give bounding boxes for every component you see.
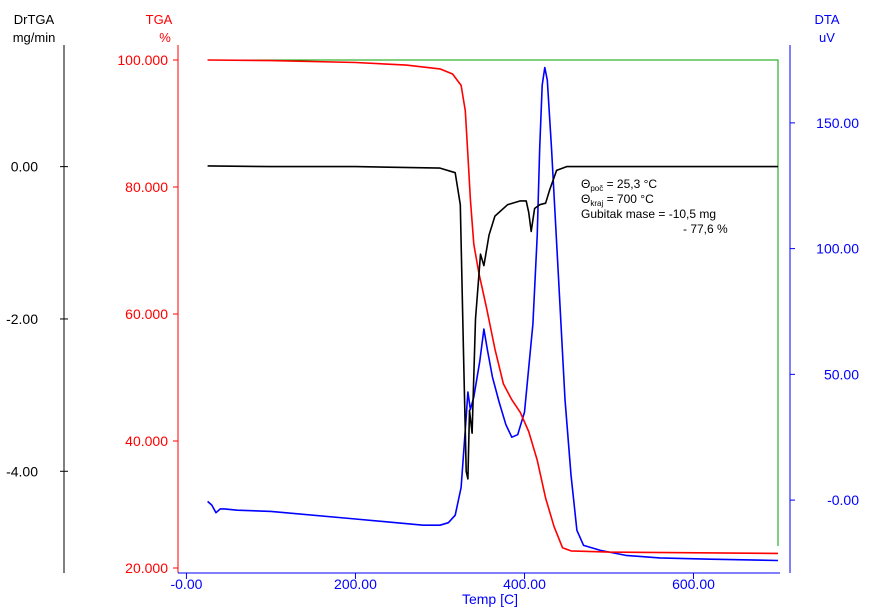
- annotation-line: Θkraj = 700 °C: [581, 192, 654, 208]
- tga-axis-unit: %: [159, 30, 171, 45]
- x-tick-label: 600.00: [672, 576, 715, 592]
- tga-tick-label: 40.000: [125, 433, 168, 449]
- tga-tick-label: 20.000: [125, 560, 168, 576]
- dta-axis-title: DTA: [814, 12, 839, 27]
- tga-tick-label: 80.000: [125, 179, 168, 195]
- series-layer: [207, 59, 779, 562]
- dta-tick-label: 50.00: [824, 366, 859, 382]
- dta-tick-label: 100.00: [816, 241, 859, 257]
- annotation-line: Gubitak mase = -10,5 mg: [581, 207, 716, 221]
- drtga-tick-label: -2.00: [6, 311, 38, 327]
- tga-series-line: [207, 59, 779, 555]
- dta-tick-label: -0.00: [827, 492, 859, 508]
- annotation-line: - 77,6 %: [683, 222, 728, 236]
- drtga-tick-label: 0.00: [11, 159, 38, 175]
- annotation-line: Θpoč = 25,3 °C: [581, 177, 657, 193]
- x-tick-label: 400.00: [503, 576, 546, 592]
- drtga-axis-unit: mg/min: [13, 30, 56, 45]
- drtga-axis-title: DrTGA: [14, 12, 55, 27]
- text-layer: DrTGA mg/min TGA % DTA uV Temp [C]: [13, 12, 840, 607]
- plot-frame-line: [207, 59, 779, 546]
- x-axis-title: Temp [C]: [462, 591, 518, 607]
- tga-tick-label: 60.000: [125, 306, 168, 322]
- x-tick-label: -0.00: [170, 576, 202, 592]
- drtga-tick-label: -4.00: [6, 463, 38, 479]
- tga-tick-label: 100.000: [117, 52, 168, 68]
- drtga-series-line: [207, 165, 778, 480]
- dta-tick-label: 150.00: [816, 115, 859, 131]
- dta-axis-unit: uV: [819, 30, 835, 45]
- tga-axis-title: TGA: [146, 12, 173, 27]
- axes-layer: 0.00 -2.00 -4.00 100.000 80.000 60.000 40.000 2…: [6, 45, 859, 592]
- plot-frame: [207, 59, 779, 546]
- x-tick-label: 200.00: [334, 576, 377, 592]
- dta-series-line: [207, 66, 779, 562]
